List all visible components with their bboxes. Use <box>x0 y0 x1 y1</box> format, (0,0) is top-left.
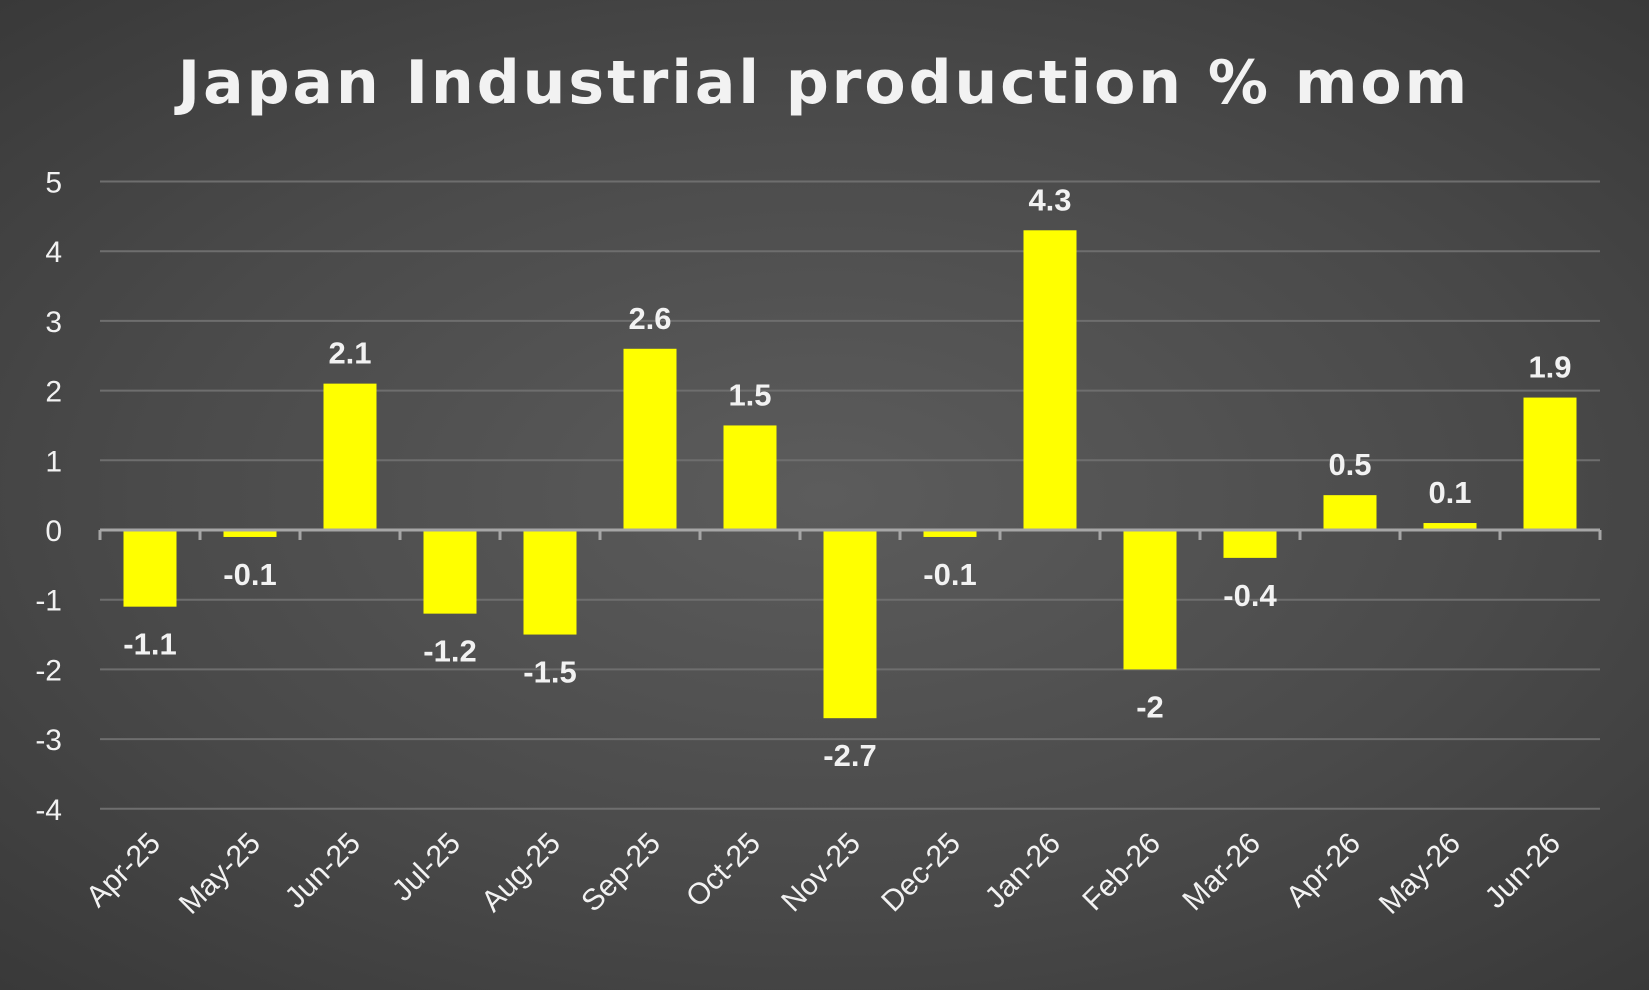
y-tick-label: -4 <box>35 794 62 827</box>
data-label: -0.1 <box>223 557 276 592</box>
data-label: 2.6 <box>628 301 671 336</box>
x-tick-label: Dec-25 <box>875 827 967 919</box>
bar-may-26 <box>1423 523 1477 530</box>
x-tick-label: May-26 <box>1373 827 1467 921</box>
bar-dec-25 <box>923 530 977 537</box>
data-label: -0.4 <box>1223 578 1277 613</box>
y-tick-label: 1 <box>45 445 62 478</box>
data-label: -1.2 <box>423 634 476 669</box>
data-label: -0.1 <box>923 557 976 592</box>
bar-feb-26 <box>1123 530 1177 670</box>
x-tick-label: Nov-25 <box>775 827 867 919</box>
bar-mar-26 <box>1223 530 1277 558</box>
x-tick-label: May-25 <box>173 827 267 921</box>
bar-nov-25 <box>823 530 877 719</box>
y-tick-label: -1 <box>35 585 62 618</box>
x-tick-label: Jul-25 <box>386 827 467 908</box>
x-tick-label: Jun-25 <box>279 827 367 915</box>
data-label: 1.5 <box>728 377 771 412</box>
y-axis-ticks: 5 4 3 2 1 0 -1 -2 -3 -4 <box>35 167 62 827</box>
y-tick-label: -3 <box>35 724 62 757</box>
x-tick-label: Mar-26 <box>1176 827 1267 918</box>
x-tick-label: Feb-26 <box>1076 827 1167 918</box>
data-label: 0.5 <box>1328 447 1371 482</box>
x-tick-label: Apr-26 <box>1280 827 1367 914</box>
x-tick-label: Aug-25 <box>475 827 567 919</box>
data-labels: -1.1 -0.1 2.1 -1.2 -1.5 2.6 1.5 -2.7 -0.1 4.3 -2 -0… <box>123 182 1571 773</box>
data-label: 2.1 <box>328 336 371 371</box>
data-label: -2.7 <box>823 738 876 773</box>
data-label: -2 <box>1136 689 1164 724</box>
x-axis <box>98 528 1602 540</box>
bar-apr-26 <box>1323 495 1377 530</box>
data-label: 4.3 <box>1028 182 1071 217</box>
bar-oct-25 <box>723 425 777 530</box>
bar-jun-26 <box>1523 397 1577 530</box>
x-tick-label: Sep-25 <box>575 827 667 919</box>
x-axis-ticks: Apr-25 May-25 Jun-25 Jul-25 Aug-25 Sep-25 Oct-… <box>80 827 1567 921</box>
y-tick-label: 2 <box>45 376 62 409</box>
bars <box>123 230 1577 719</box>
bar-apr-25 <box>123 530 177 607</box>
y-tick-label: -2 <box>35 654 62 687</box>
x-tick-label: Oct-25 <box>680 827 767 914</box>
x-tick-label: Jan-26 <box>979 827 1067 915</box>
bar-jul-25 <box>423 530 477 614</box>
y-tick-label: 5 <box>45 167 62 200</box>
bar-sep-25 <box>623 348 677 530</box>
data-label: 1.9 <box>1528 350 1571 385</box>
x-tick-label: Jun-26 <box>1479 827 1567 915</box>
data-label: 0.1 <box>1428 475 1471 510</box>
data-label: -1.1 <box>123 627 176 662</box>
y-tick-label: 4 <box>45 236 62 269</box>
bar-aug-25 <box>523 530 577 635</box>
x-tick-label: Apr-25 <box>80 827 167 914</box>
chart-title: Japan Industrial production % mom <box>174 48 1470 118</box>
y-tick-label: 3 <box>45 306 62 339</box>
bar-jan-26 <box>1023 230 1077 531</box>
bar-may-25 <box>223 530 277 537</box>
y-tick-label: 0 <box>45 515 62 548</box>
data-label: -1.5 <box>523 655 576 690</box>
bar-jun-25 <box>323 383 377 530</box>
